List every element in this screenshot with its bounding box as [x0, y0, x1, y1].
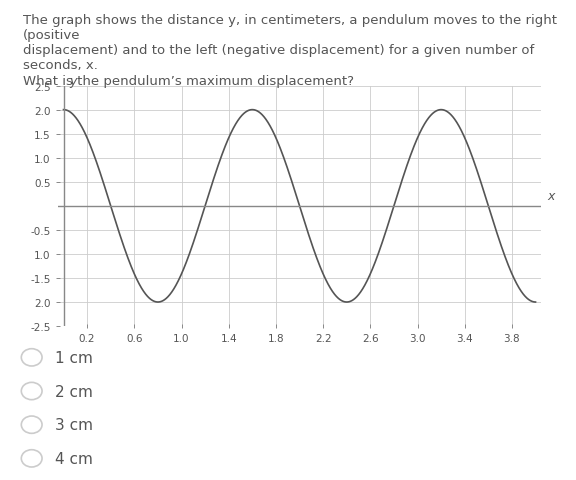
Text: 2 cm: 2 cm	[55, 384, 93, 399]
Text: The graph shows the distance y, in centimeters, a pendulum moves to the right (p: The graph shows the distance y, in centi…	[23, 14, 557, 72]
Text: 4 cm: 4 cm	[55, 451, 93, 466]
Text: 1 cm: 1 cm	[55, 350, 93, 365]
Text: What is the pendulum’s maximum displacement?: What is the pendulum’s maximum displacem…	[23, 74, 354, 87]
Text: y: y	[69, 75, 77, 88]
Text: x: x	[547, 190, 555, 203]
Text: 3 cm: 3 cm	[55, 417, 93, 432]
